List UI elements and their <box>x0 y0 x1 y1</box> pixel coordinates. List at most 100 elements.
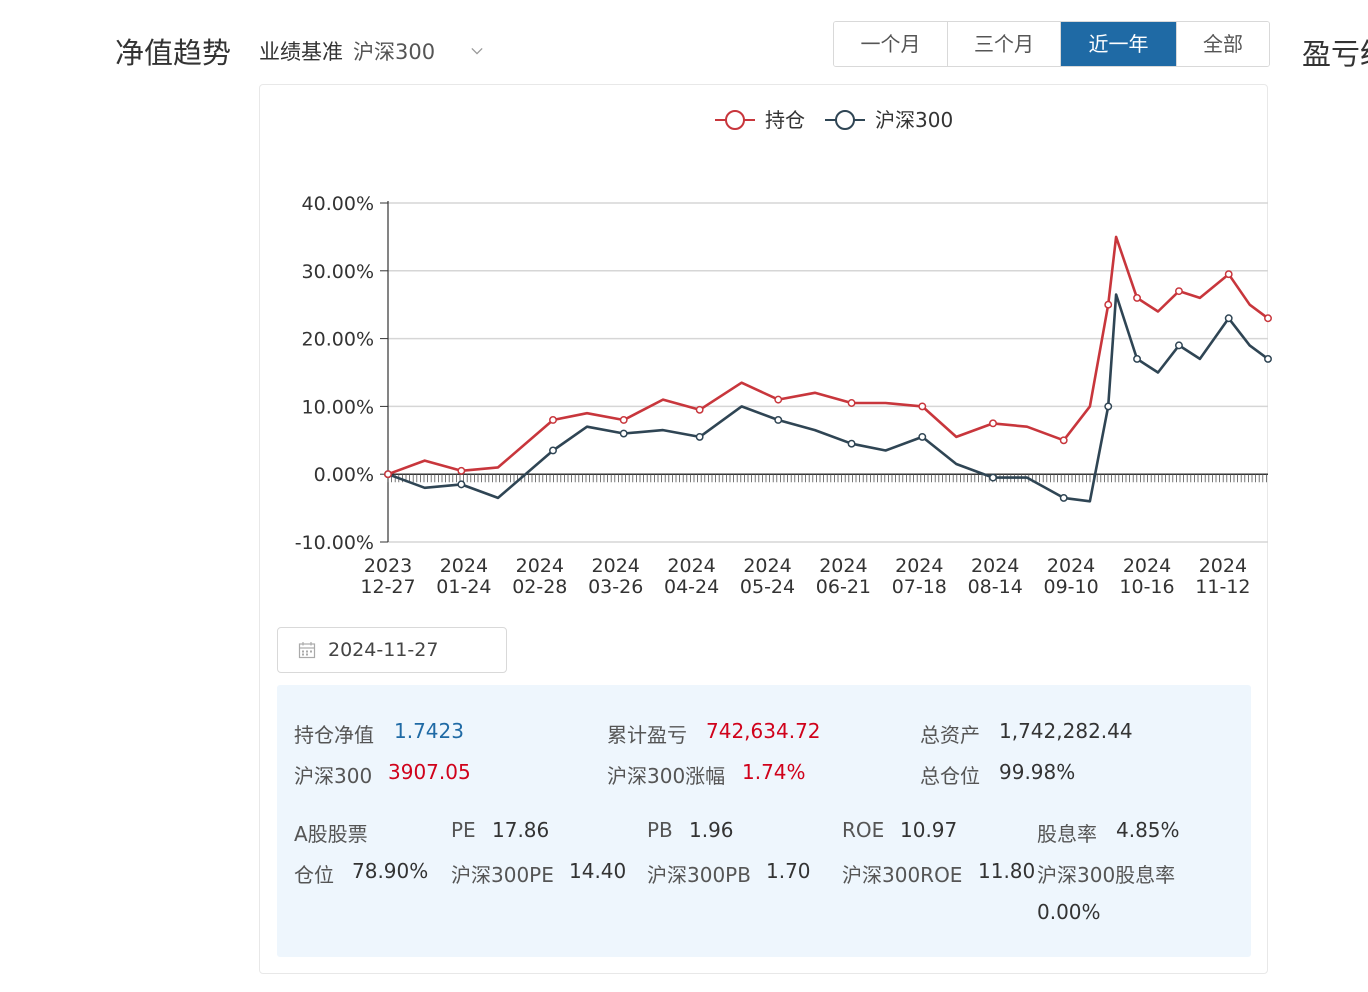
holding-point <box>1059 436 1068 445</box>
index-point <box>774 416 783 424</box>
index-pb-value: 1.70 <box>766 859 811 883</box>
index-point <box>918 432 927 441</box>
index-point <box>1224 314 1233 323</box>
period-tabs: 一个月 三个月 近一年 全部 <box>833 21 1270 67</box>
x-tick-label-year: 2024 <box>516 555 564 577</box>
index-point <box>1175 341 1183 350</box>
date-value: 2024-11-27 <box>328 639 439 661</box>
x-tick-label-year: 2023 <box>364 555 412 577</box>
legend-label: 持仓 <box>765 108 805 132</box>
calendar-icon <box>298 642 316 659</box>
x-tick-label-year: 2024 <box>1199 555 1247 577</box>
holding-point <box>1264 314 1272 323</box>
index-point <box>1133 354 1141 363</box>
index-dividend-value: 0.00% <box>1037 900 1101 924</box>
holding-point <box>1104 300 1113 309</box>
summary-panel: 持仓净值 1.7423 累计盈亏 742,634.72 总资产 1,742,28… <box>277 685 1251 957</box>
x-tick-label-date: 11-12 <box>1195 576 1250 598</box>
cum-pnl-value: 742,634.72 <box>706 719 821 743</box>
x-tick-label-date: 05-24 <box>740 576 795 598</box>
index-change-label: 沪深300涨幅 <box>607 764 726 788</box>
holding-point <box>1224 270 1233 279</box>
pb-value: 1.96 <box>689 818 734 842</box>
x-tick-label-year: 2024 <box>895 555 943 577</box>
x-tick-label-date: 07-18 <box>892 576 947 598</box>
roe-value: 10.97 <box>900 818 958 842</box>
x-tick-label-date: 01-24 <box>436 576 491 598</box>
index-value: 3907.05 <box>388 760 471 784</box>
x-tick-label-date: 12-27 <box>360 576 415 598</box>
roe-label: ROE <box>842 818 885 842</box>
legend-marker <box>835 110 855 130</box>
index-point <box>847 439 856 448</box>
index-pb-label: 沪深300PB <box>647 863 751 887</box>
legend-label: 沪深300 <box>875 108 953 132</box>
benchmark-selector[interactable]: 业绩基准 沪深300 <box>259 36 483 66</box>
x-tick-label-date: 06-21 <box>816 576 871 598</box>
x-tick-label-date: 02-28 <box>512 576 567 598</box>
index-point <box>1264 354 1272 363</box>
index-series-line <box>387 293 1269 503</box>
index-point <box>549 446 557 455</box>
x-tick-label-year: 2024 <box>1047 555 1095 577</box>
date-picker[interactable]: 2024-11-27 <box>277 627 507 673</box>
x-tick-label-date: 08-14 <box>968 576 1023 598</box>
tab-one-month[interactable]: 一个月 <box>834 22 948 66</box>
page-title: 净值趋势 <box>115 36 232 70</box>
holding-point <box>1175 287 1183 296</box>
holding-point <box>549 416 557 424</box>
index-label: 沪深300 <box>294 764 373 788</box>
index-pe-value: 14.40 <box>569 859 627 883</box>
x-tick-label-date: 09-10 <box>1043 576 1098 598</box>
y-tick-label: 30.00% <box>302 261 374 283</box>
holding-point <box>457 466 466 475</box>
x-tick-label-year: 2024 <box>592 555 640 577</box>
x-axis-ticks <box>387 474 1267 483</box>
chevron-down-icon[interactable] <box>471 45 483 57</box>
total-assets-label: 总资产 <box>920 723 980 747</box>
cum-pnl-label: 累计盈亏 <box>607 723 687 747</box>
a-share-position-label: 仓位 <box>294 863 334 887</box>
index-point <box>989 473 997 482</box>
x-tick-label-date: 03-26 <box>588 576 643 598</box>
dividend-value: 4.85% <box>1116 818 1180 842</box>
holding-point <box>619 416 628 424</box>
holding-nav-label: 持仓净值 <box>294 723 374 747</box>
y-tick-label: 0.00% <box>314 464 374 486</box>
y-tick-label: 20.00% <box>302 329 374 351</box>
index-point <box>1104 402 1113 411</box>
holding-point <box>1133 293 1141 302</box>
y-tick-label: -10.00% <box>295 532 374 554</box>
y-tick-label: 40.00% <box>302 193 374 215</box>
x-tick-label-date: 10-16 <box>1119 576 1174 598</box>
holding-point <box>918 402 927 411</box>
tab-one-year[interactable]: 近一年 <box>1061 22 1177 66</box>
tab-three-months[interactable]: 三个月 <box>948 22 1061 66</box>
holding-point <box>384 470 392 479</box>
holding-point <box>695 405 704 414</box>
total-assets-value: 1,742,282.44 <box>999 719 1133 743</box>
index-point <box>1059 493 1068 502</box>
a-share-position-value: 78.90% <box>352 859 429 883</box>
index-roe-label: 沪深300ROE <box>842 863 963 887</box>
pb-label: PB <box>647 818 673 842</box>
tab-all[interactable]: 全部 <box>1177 22 1269 66</box>
x-tick-label-year: 2024 <box>743 555 791 577</box>
x-tick-label-year: 2024 <box>440 555 488 577</box>
index-pe-label: 沪深300PE <box>451 863 554 887</box>
index-point <box>695 432 704 441</box>
legend-marker <box>725 110 745 130</box>
a-share-title: A股股票 <box>294 822 368 846</box>
pe-value: 17.86 <box>492 818 550 842</box>
x-tick-label-year: 2024 <box>819 555 867 577</box>
benchmark-value: 沪深300 <box>353 40 436 64</box>
index-point <box>619 429 628 438</box>
nav-trend-chart: 40.00% 30.00% 20.00% 10.00% 0.00% -10.00%2023… <box>295 108 1272 598</box>
pe-label: PE <box>451 818 476 842</box>
holding-point <box>774 395 783 404</box>
x-tick-label-date: 04-24 <box>664 576 719 598</box>
position-value: 99.98% <box>999 760 1076 784</box>
x-tick-label-year: 2024 <box>971 555 1019 577</box>
holding-point <box>989 419 997 428</box>
position-label: 总仓位 <box>920 764 980 788</box>
